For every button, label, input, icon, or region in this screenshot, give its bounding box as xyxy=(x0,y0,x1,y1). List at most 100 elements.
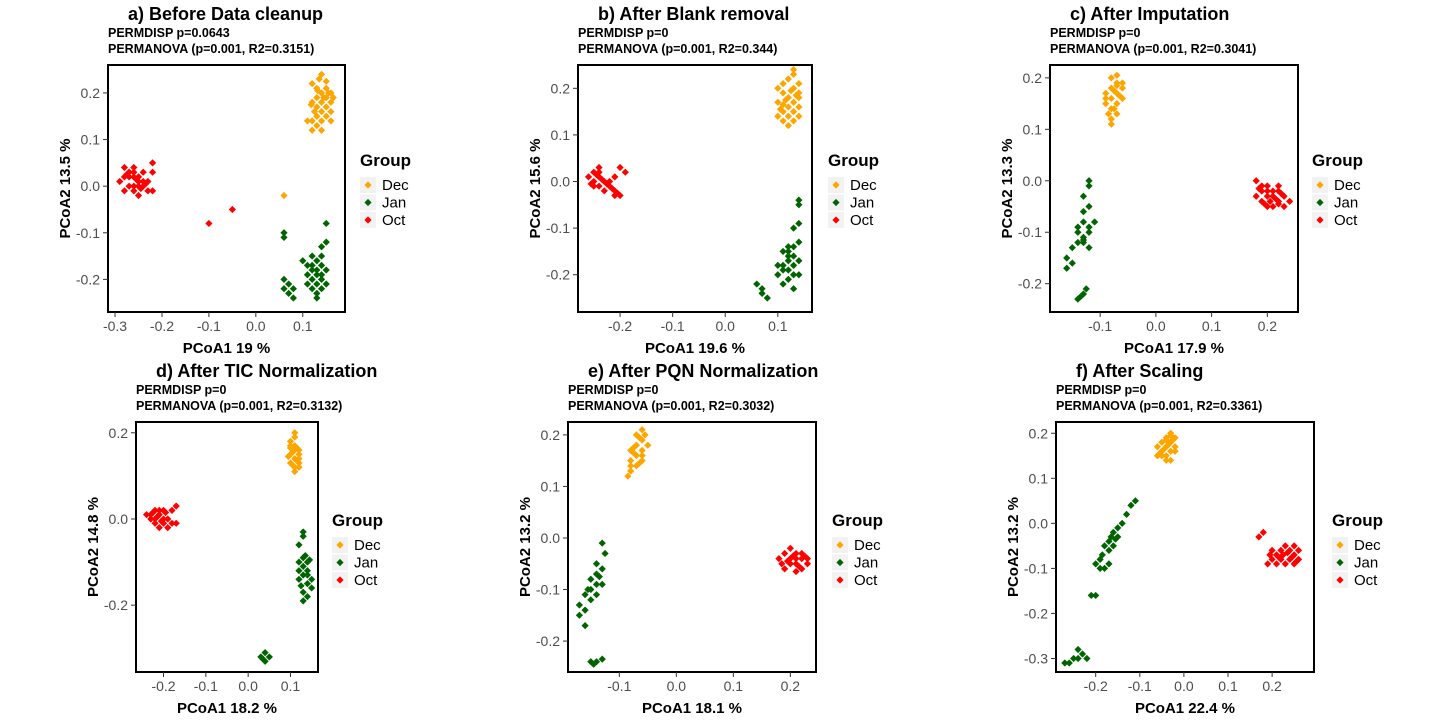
point-jan xyxy=(303,271,312,279)
y-tick-label: 0.0 xyxy=(551,174,571,190)
legend-item-jan: Jan xyxy=(382,195,406,212)
point-jan xyxy=(1107,533,1115,541)
point-jan xyxy=(299,571,307,579)
point-jan xyxy=(303,580,312,588)
y-tick-label: -0.1 xyxy=(536,582,560,598)
point-dec xyxy=(317,108,326,116)
y-tick-label: 0.0 xyxy=(81,178,101,194)
point-oct xyxy=(1292,558,1300,566)
point-oct xyxy=(803,560,812,568)
panel-title: f) After Scaling xyxy=(1076,361,1203,381)
point-oct xyxy=(1266,551,1274,559)
permanova-stat: PERMANOVA (p=0.001, R2=0.3132) xyxy=(136,399,342,413)
point-dec xyxy=(317,89,326,97)
point-oct xyxy=(164,515,172,523)
permdisp-stat: PERMDISP p=0 xyxy=(1050,26,1140,40)
point-oct xyxy=(778,560,786,568)
point-jan xyxy=(317,243,326,251)
point-jan xyxy=(285,280,293,288)
point-jan xyxy=(259,655,267,663)
point-jan xyxy=(322,280,330,288)
point-oct xyxy=(587,180,595,188)
point-oct xyxy=(172,519,180,527)
legend-marker-dec xyxy=(1316,181,1324,189)
point-oct xyxy=(1269,202,1277,211)
point-jan xyxy=(308,266,316,274)
point-dec xyxy=(789,108,798,116)
legend-marker-dec xyxy=(832,181,840,189)
point-jan xyxy=(322,238,330,246)
point-dec xyxy=(782,96,790,104)
point-dec xyxy=(291,429,299,437)
x-axis-label: PCoA1 19 % xyxy=(183,340,271,357)
legend-title: Group xyxy=(828,151,879,170)
point-oct xyxy=(1277,546,1285,554)
point-dec xyxy=(1107,74,1115,82)
legend-item-dec: Dec xyxy=(1354,537,1381,554)
point-dec xyxy=(789,117,798,125)
point-jan xyxy=(592,580,601,588)
point-dec xyxy=(327,98,335,106)
point-oct xyxy=(168,519,176,527)
point-oct xyxy=(1290,542,1298,550)
point-jan xyxy=(1068,259,1076,267)
point-oct xyxy=(1268,555,1276,563)
y-tick-label: -0.1 xyxy=(76,225,100,241)
point-dec xyxy=(322,103,330,111)
point-jan xyxy=(795,271,803,279)
point-jan xyxy=(1074,228,1082,236)
y-tick-label: -0.2 xyxy=(536,633,560,649)
point-oct xyxy=(116,177,124,186)
point-jan xyxy=(1100,542,1109,550)
permanova-stat: PERMANOVA (p=0.001, R2=0.3151) xyxy=(108,42,314,56)
point-jan xyxy=(303,558,312,566)
point-oct xyxy=(172,502,180,510)
point-jan xyxy=(1100,564,1109,572)
point-dec xyxy=(776,105,785,113)
x-tick-label: -0.1 xyxy=(1128,678,1152,694)
point-jan xyxy=(1068,244,1076,252)
point-jan xyxy=(779,261,787,269)
point-oct xyxy=(1252,177,1260,185)
legend-item-dec: Dec xyxy=(382,177,409,194)
x-tick-label: 0.1 xyxy=(768,318,788,334)
point-jan xyxy=(795,238,803,246)
x-tick-label: -0.2 xyxy=(151,678,175,694)
point-oct xyxy=(149,508,157,517)
point-dec xyxy=(627,462,635,470)
point-jan xyxy=(313,257,321,265)
point-jan xyxy=(779,280,787,288)
point-dec xyxy=(638,446,646,454)
legend-item-dec: Dec xyxy=(354,537,381,554)
point-jan xyxy=(789,271,798,279)
point-dec xyxy=(308,80,316,88)
point-jan xyxy=(1077,292,1085,301)
point-dec xyxy=(291,433,299,441)
point-jan xyxy=(795,201,803,209)
point-jan xyxy=(784,247,792,256)
point-jan xyxy=(795,196,803,204)
point-dec xyxy=(779,117,787,125)
point-oct xyxy=(125,182,133,190)
point-jan xyxy=(299,588,307,596)
point-oct xyxy=(151,506,159,514)
point-jan xyxy=(1079,192,1088,200)
legend-marker-oct xyxy=(1316,216,1324,224)
point-dec xyxy=(795,80,803,88)
y-tick-label: 0.2 xyxy=(1023,70,1043,86)
point-oct xyxy=(600,187,608,195)
point-dec xyxy=(795,94,803,102)
point-oct xyxy=(1288,553,1296,561)
x-axis-label: PCoA1 17.9 % xyxy=(1124,340,1224,357)
legend-marker-dec xyxy=(364,181,372,189)
panel-0: a) Before Data cleanup PERMDISP p=0.0643 P… xyxy=(57,4,411,357)
point-jan xyxy=(1079,290,1088,298)
point-dec xyxy=(1162,452,1170,460)
point-dec xyxy=(1113,71,1121,79)
point-dec xyxy=(320,94,328,102)
point-jan xyxy=(1083,654,1091,663)
point-jan xyxy=(598,580,606,588)
point-jan xyxy=(774,261,782,269)
point-oct xyxy=(1277,190,1285,198)
panel-5: f) After Scaling PERMDISP p=0 PERMANOVA (p… xyxy=(1005,361,1383,717)
